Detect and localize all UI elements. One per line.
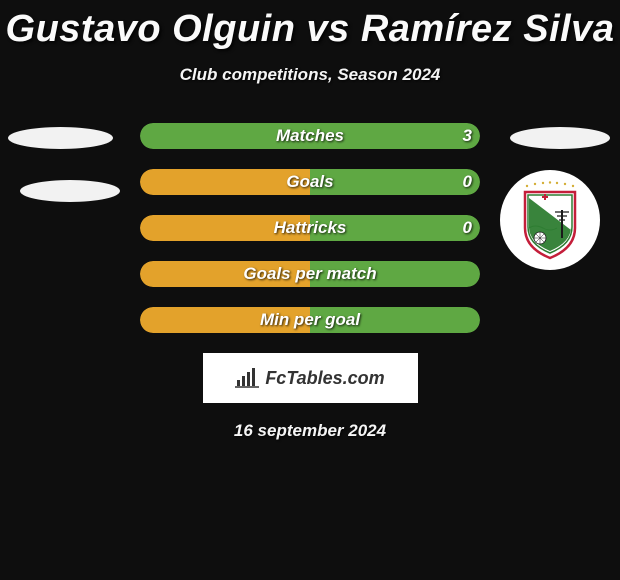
stat-label: Hattricks: [274, 218, 347, 238]
bar-track: Goals per match: [140, 261, 480, 287]
stat-value-right: 0: [463, 172, 472, 192]
logo-text: FcTables.com: [265, 368, 384, 389]
stat-row-goals-per-match: Goals per match: [0, 261, 620, 287]
stat-row-hattricks: Hattricks 0: [0, 215, 620, 241]
bar-fill-left: [140, 169, 310, 195]
stat-row-min-per-goal: Min per goal: [0, 307, 620, 333]
stat-row-matches: Matches 3: [0, 123, 620, 149]
stat-label: Matches: [276, 126, 344, 146]
stats-container: Matches 3 Goals 0 Hattricks 0 Goals per …: [0, 123, 620, 333]
stat-row-goals: Goals 0: [0, 169, 620, 195]
stat-value-right: 3: [463, 126, 472, 146]
stat-value-right: 0: [463, 218, 472, 238]
stat-label: Goals: [286, 172, 333, 192]
bar-chart-icon: [235, 368, 259, 388]
bar-track: Goals 0: [140, 169, 480, 195]
bar-track: Matches 3: [140, 123, 480, 149]
subtitle: Club competitions, Season 2024: [0, 65, 620, 85]
bar-fill-right: [310, 169, 480, 195]
stat-label: Goals per match: [243, 264, 376, 284]
bar-track: Min per goal: [140, 307, 480, 333]
date-text: 16 september 2024: [0, 421, 620, 441]
fctables-logo: FcTables.com: [203, 353, 418, 403]
bar-track: Hattricks 0: [140, 215, 480, 241]
stat-label: Min per goal: [260, 310, 360, 330]
page-title: Gustavo Olguin vs Ramírez Silva: [0, 0, 620, 51]
